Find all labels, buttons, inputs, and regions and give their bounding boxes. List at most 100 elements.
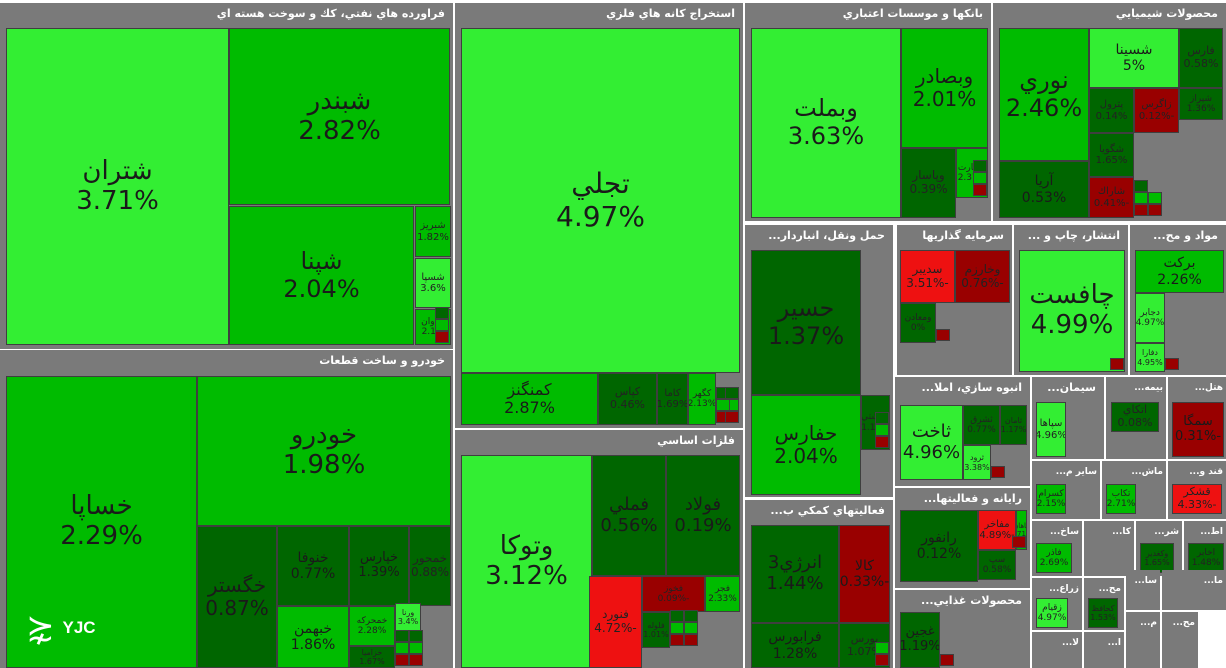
- minor-stock-cell[interactable]: [1165, 358, 1179, 370]
- stock-cell[interactable]: شسپا 3.6%: [415, 258, 451, 308]
- minor-stock-cell[interactable]: [684, 634, 698, 646]
- stock-cell[interactable]: وتوكا 3.12%: [461, 455, 592, 668]
- stock-cell[interactable]: دجابر 4.97%: [1135, 293, 1165, 343]
- stock-cell[interactable]: اخابر 1.48%: [1188, 543, 1224, 573]
- stock-cell[interactable]: فنورد -4.72%: [589, 576, 642, 668]
- minor-stock-cell[interactable]: [716, 399, 730, 411]
- minor-stock-cell[interactable]: [875, 642, 889, 654]
- minor-stock-cell[interactable]: [670, 610, 684, 622]
- minor-stock-cell[interactable]: [973, 172, 987, 184]
- minor-stock-cell[interactable]: [936, 329, 950, 341]
- minor-stock-cell[interactable]: [684, 622, 698, 634]
- stock-cell[interactable]: پترول 0.14%: [1089, 88, 1134, 133]
- stock-cell[interactable]: زقيام 4.97%: [1036, 598, 1068, 628]
- minor-stock-cell[interactable]: [395, 654, 409, 666]
- stock-cell[interactable]: قشكر -4.33%: [1172, 484, 1222, 514]
- minor-stock-cell[interactable]: [991, 466, 1005, 478]
- minor-stock-cell[interactable]: [725, 411, 739, 423]
- stock-cell[interactable]: مفاخر-4.89%: [978, 510, 1016, 550]
- minor-stock-cell[interactable]: [1148, 192, 1162, 204]
- minor-stock-cell[interactable]: [670, 634, 684, 646]
- stock-cell[interactable]: شبندر 2.82%: [229, 28, 450, 205]
- stock-cell[interactable]: شبريز 1.82%: [415, 206, 451, 257]
- stock-cell[interactable]: خپارس 1.39%: [349, 526, 409, 606]
- minor-stock-cell[interactable]: [940, 654, 954, 666]
- stock-cell[interactable]: انرژي3 1.44%: [751, 525, 839, 623]
- minor-stock-cell[interactable]: [435, 319, 449, 331]
- minor-stock-cell[interactable]: [1134, 180, 1148, 192]
- minor-stock-cell[interactable]: [875, 654, 889, 666]
- stock-cell[interactable]: ماهان2.71%: [1016, 510, 1027, 550]
- stock-cell[interactable]: كحافظ 1.53%: [1088, 598, 1118, 628]
- minor-stock-cell[interactable]: [409, 654, 423, 666]
- stock-cell[interactable]: زاگرس -0.12%: [1134, 88, 1179, 133]
- stock-cell[interactable]: سمگا -0.31%: [1172, 402, 1224, 457]
- stock-cell[interactable]: خبهمن 1.86%: [277, 606, 349, 668]
- minor-stock-cell[interactable]: [725, 387, 739, 399]
- minor-stock-cell[interactable]: [409, 642, 423, 654]
- stock-cell[interactable]: وبصادر 2.01%: [901, 28, 988, 148]
- stock-cell[interactable]: ثامان 1.17%: [1000, 405, 1027, 445]
- stock-cell[interactable]: شسينا 5%: [1089, 28, 1179, 88]
- stock-cell[interactable]: خمحركه 2.28%: [349, 606, 395, 646]
- stock-cell[interactable]: خزاميا 1.67%: [349, 646, 395, 668]
- minor-stock-cell[interactable]: [875, 424, 889, 436]
- stock-cell[interactable]: دفارا 4.95%: [1135, 343, 1165, 372]
- stock-cell[interactable]: خساپا 2.29%: [6, 376, 197, 668]
- stock-cell[interactable]: كسرام 2.15%: [1036, 484, 1066, 514]
- minor-stock-cell[interactable]: [395, 630, 409, 642]
- stock-cell[interactable]: فولاد 0.19%: [666, 455, 740, 576]
- stock-cell[interactable]: آريا 0.53%: [999, 161, 1089, 218]
- minor-stock-cell[interactable]: [670, 622, 684, 634]
- minor-stock-cell[interactable]: [1134, 204, 1148, 216]
- stock-cell[interactable]: تجلي 4.97%: [461, 28, 740, 373]
- stock-cell[interactable]: رانفور 0.12%: [900, 510, 978, 582]
- stock-cell[interactable]: چافست 4.99%: [1019, 250, 1125, 372]
- stock-cell[interactable]: خنوفا 0.77%: [277, 526, 349, 606]
- stock-cell[interactable]: فارس 0.58%: [1179, 28, 1223, 88]
- stock-cell[interactable]: وخارزم -0.76%: [955, 250, 1010, 303]
- minor-stock-cell[interactable]: [973, 160, 987, 172]
- stock-cell[interactable]: شگويا 1.65%: [1089, 133, 1134, 177]
- minor-stock-cell[interactable]: [684, 610, 698, 622]
- minor-stock-cell[interactable]: [395, 642, 409, 654]
- stock-cell[interactable]: نوري 2.46%: [999, 28, 1089, 161]
- minor-stock-cell[interactable]: [973, 184, 987, 196]
- minor-stock-cell[interactable]: [1148, 204, 1162, 216]
- stock-cell[interactable]: حسير 1.37%: [751, 250, 861, 395]
- stock-cell[interactable]: كپاس 0.46%: [598, 373, 657, 425]
- stock-cell[interactable]: خمحور 0.88%: [409, 526, 451, 606]
- stock-cell[interactable]: شپنا 2.04%: [229, 206, 414, 345]
- stock-cell[interactable]: وبملت 3.63%: [751, 28, 901, 218]
- stock-cell[interactable]: ثشرق 0.77%: [963, 405, 1000, 445]
- stock-cell[interactable]: فلوله 1.01%: [642, 612, 670, 648]
- stock-cell[interactable]: فخوز -0.09%: [642, 576, 705, 612]
- minor-stock-cell[interactable]: [435, 331, 449, 343]
- stock-cell[interactable]: شاراك -0.41%: [1089, 177, 1134, 218]
- minor-stock-cell[interactable]: [1110, 358, 1124, 370]
- stock-cell[interactable]: ثرود 3.38%: [963, 445, 991, 480]
- stock-cell[interactable]: ومعادن 0%: [900, 303, 936, 343]
- stock-cell[interactable]: سپاها 4.96%: [1036, 402, 1066, 457]
- minor-stock-cell[interactable]: [875, 412, 889, 424]
- stock-cell[interactable]: كگهر 2.13%: [688, 373, 716, 425]
- stock-cell[interactable]: فجر 2.33%: [705, 576, 740, 612]
- stock-cell[interactable]: خگستر 0.87%: [197, 526, 277, 668]
- stock-cell[interactable]: غجين 1.19%: [900, 612, 940, 668]
- stock-cell[interactable]: شتران 3.71%: [6, 28, 229, 345]
- stock-cell[interactable]: كالا -0.33%: [839, 525, 890, 623]
- stock-cell[interactable]: فرابورس 1.28%: [751, 623, 839, 668]
- minor-stock-cell[interactable]: [1134, 192, 1148, 204]
- stock-cell[interactable]: بركت 2.26%: [1135, 250, 1224, 293]
- stock-cell[interactable]: ثاخت 4.96%: [900, 405, 963, 480]
- stock-cell[interactable]: كمنگنز 2.87%: [461, 373, 598, 425]
- stock-cell[interactable]: سپ 0.58%: [978, 550, 1016, 580]
- stock-cell[interactable]: فملي 0.56%: [592, 455, 666, 576]
- stock-cell[interactable]: ورنا 3.4%: [395, 603, 421, 631]
- stock-cell[interactable]: حفارس 2.04%: [751, 395, 861, 495]
- minor-stock-cell[interactable]: [409, 630, 423, 642]
- stock-cell[interactable]: سديبر -3.51%: [900, 250, 955, 303]
- stock-cell[interactable]: اتكاي 0.08%: [1111, 402, 1159, 432]
- stock-cell[interactable]: شيراز 1.36%: [1179, 88, 1223, 120]
- stock-cell[interactable]: فاذر 2.69%: [1036, 543, 1072, 573]
